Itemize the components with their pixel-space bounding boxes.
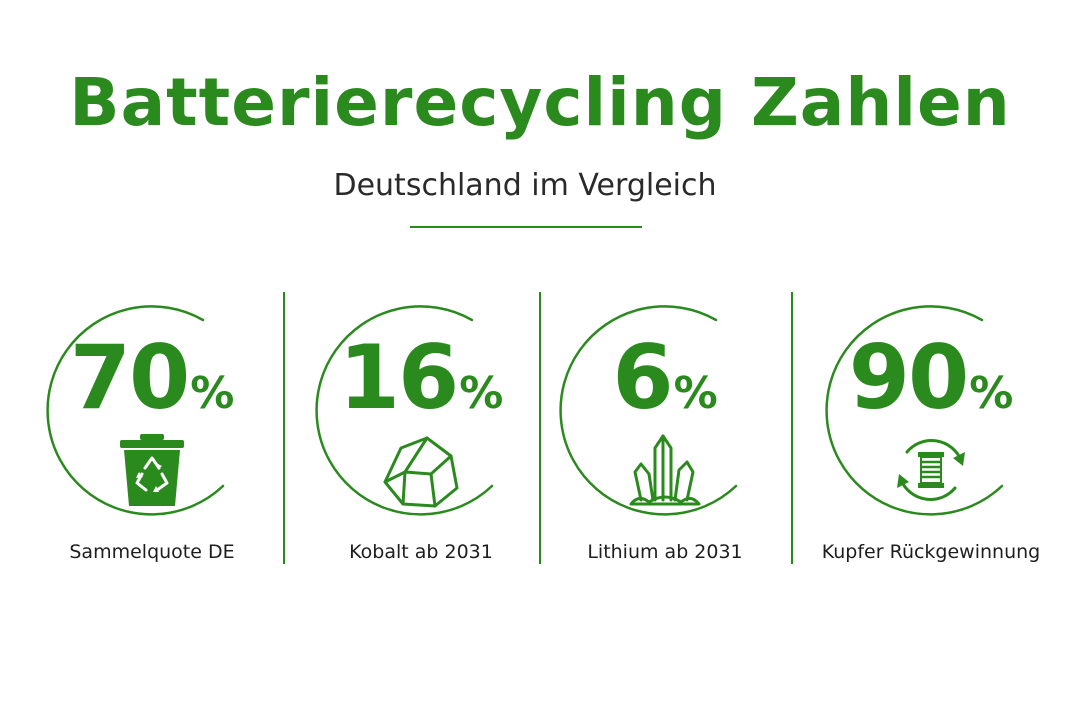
stat-collection-rate: 70% Sammelquote DE <box>27 290 277 580</box>
stat-ring <box>315 305 494 516</box>
stat-label: Sammelquote DE <box>69 541 235 563</box>
column-divider <box>791 292 793 564</box>
stat-label: Kobalt ab 2031 <box>349 541 493 563</box>
stat-ring <box>825 305 1004 516</box>
lithium-crystal-icon <box>629 434 701 506</box>
recycling-bin-icon <box>120 434 184 506</box>
copper-coil-cycle-icon <box>897 439 965 501</box>
column-divider <box>283 292 285 564</box>
stat-cobalt: 16% Kobalt ab 2031 <box>296 290 546 580</box>
title-underline <box>410 226 642 228</box>
stat-label: Kupfer Rückgewinnung <box>821 541 1041 563</box>
page-title: Batterierecycling Zahlen <box>69 64 1011 141</box>
stat-ring <box>46 305 225 516</box>
stat-value: 90% <box>848 326 1014 429</box>
stat-label: Lithium ab 2031 <box>587 541 743 563</box>
stat-copper: 90% Kupfer Rückgewinnung <box>806 290 1056 580</box>
column-divider <box>539 292 541 564</box>
stat-ring <box>559 305 738 516</box>
page-subtitle: Deutschland im Vergleich <box>333 168 717 203</box>
stat-value: 16% <box>338 326 504 429</box>
cobalt-rock-icon <box>383 436 459 508</box>
stat-value: 70% <box>69 326 235 429</box>
stat-value: 6% <box>612 326 718 429</box>
stat-lithium: 6% Lithium ab 2031 <box>540 290 790 580</box>
